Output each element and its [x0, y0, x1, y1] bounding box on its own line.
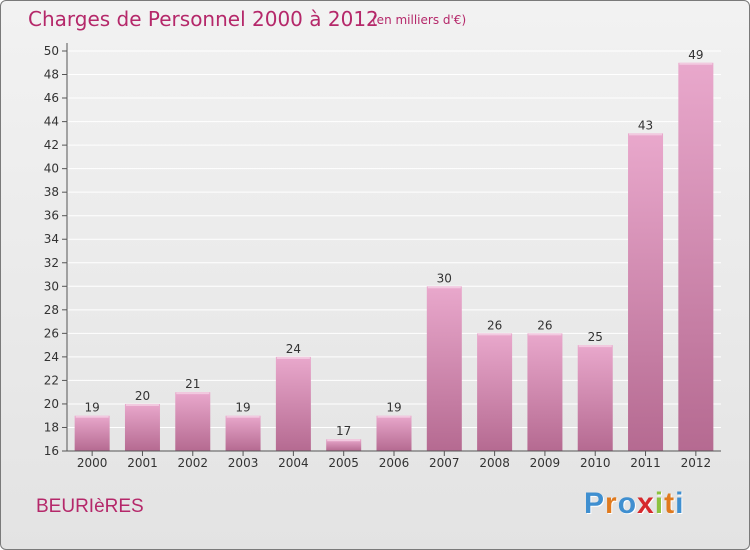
y-tick-label: 36 — [44, 209, 59, 223]
y-tick-label: 18 — [44, 420, 59, 434]
logo-letter: i — [675, 487, 685, 520]
y-tick-label: 50 — [44, 44, 59, 58]
bar — [124, 403, 160, 451]
bar-highlight — [578, 345, 612, 348]
y-tick-label: 46 — [44, 91, 59, 105]
bar — [74, 415, 110, 451]
data-label: 43 — [638, 118, 653, 132]
bar-highlight — [75, 415, 109, 418]
x-tick-label: 2001 — [127, 456, 158, 470]
y-tick-label: 20 — [44, 397, 59, 411]
data-label: 26 — [487, 318, 502, 332]
bar-highlight — [327, 439, 361, 442]
chart-title: Charges de Personnel 2000 à 2012 — [28, 7, 379, 31]
data-label: 30 — [437, 271, 452, 285]
bars — [74, 62, 714, 451]
grid-lines — [67, 50, 721, 452]
chart-subtitle: (en milliers d'€) — [372, 13, 467, 27]
y-tick-label: 38 — [44, 185, 59, 199]
x-tick-label: 2005 — [328, 456, 359, 470]
logo-letter: o — [617, 487, 638, 520]
data-label: 17 — [336, 424, 351, 438]
data-label: 20 — [135, 389, 150, 403]
x-tick-label: 2003 — [228, 456, 259, 470]
bar-highlight — [679, 62, 713, 65]
x-tick-label: 2000 — [77, 456, 108, 470]
bar-highlight — [226, 415, 260, 418]
commune-name: BEURIèRES — [36, 496, 144, 517]
bar — [175, 392, 211, 451]
x-tick-label: 2009 — [530, 456, 561, 470]
logo-letter: P — [584, 487, 606, 520]
y-tick-label: 24 — [44, 350, 59, 364]
bar — [577, 345, 613, 451]
y-tick-label: 34 — [44, 232, 59, 246]
data-labels: 19 20 21 19 24 17 19 30 26 26 25 43 49 — [85, 48, 704, 438]
data-label: 24 — [286, 342, 301, 356]
axes: 16 18 20 22 24 26 28 30 32 34 36 38 40 42 44 46 48 50 2000… — [44, 43, 721, 470]
logo-letter: i — [654, 487, 665, 520]
data-label: 19 — [386, 401, 401, 415]
bar-highlight — [528, 333, 562, 336]
y-tick-label: 22 — [44, 373, 59, 387]
logo-letter: t — [664, 487, 676, 520]
y-tick-label: 16 — [44, 444, 59, 458]
x-tick-label: 2007 — [429, 456, 460, 470]
proxiti-logo: Proxiti — [584, 487, 684, 521]
y-tick-label: 32 — [44, 256, 59, 270]
data-label: 21 — [185, 377, 200, 391]
logo-letter: x — [637, 487, 655, 520]
data-label: 49 — [688, 48, 703, 62]
bar — [527, 333, 563, 451]
bar — [225, 415, 261, 451]
x-tick-label: 2012 — [681, 456, 712, 470]
x-tick-label: 2010 — [580, 456, 611, 470]
x-tick-label: 2008 — [479, 456, 510, 470]
logo-letter: r — [605, 487, 618, 520]
bar-highlight — [377, 415, 411, 418]
bar — [426, 286, 462, 451]
bar-highlight — [629, 133, 663, 136]
y-tick-label: 40 — [44, 162, 59, 176]
y-tick-label: 44 — [44, 115, 59, 129]
bar — [678, 62, 714, 451]
bar-highlight — [125, 403, 159, 406]
y-tick-label: 30 — [44, 279, 59, 293]
bar — [326, 439, 362, 451]
bar-highlight — [478, 333, 512, 336]
y-tick-label: 42 — [44, 138, 59, 152]
data-label: 19 — [235, 401, 250, 415]
x-tick-label: 2002 — [177, 456, 208, 470]
data-label: 26 — [537, 318, 552, 332]
bar — [275, 356, 311, 451]
x-tick-label: 2006 — [379, 456, 410, 470]
bar — [376, 415, 412, 451]
x-tick-label: 2011 — [630, 456, 661, 470]
bar-highlight — [427, 286, 461, 289]
data-label: 25 — [588, 330, 603, 344]
bar — [477, 333, 513, 451]
bar — [628, 133, 664, 451]
y-tick-label: 26 — [44, 326, 59, 340]
x-tick-label: 2004 — [278, 456, 309, 470]
data-label: 19 — [85, 401, 100, 415]
bar-highlight — [276, 356, 310, 359]
y-tick-label: 48 — [44, 68, 59, 82]
y-tick-label: 28 — [44, 303, 59, 317]
bar-highlight — [176, 392, 210, 395]
